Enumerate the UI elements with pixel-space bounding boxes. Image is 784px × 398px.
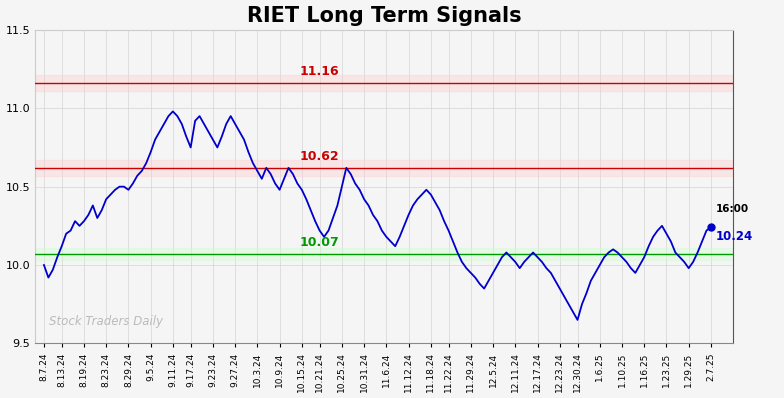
Text: 10.07: 10.07 xyxy=(299,236,339,249)
Bar xyxy=(35,75,733,91)
Text: 10.24: 10.24 xyxy=(715,230,753,243)
Text: 16:00: 16:00 xyxy=(715,204,749,214)
Text: Stock Traders Daily: Stock Traders Daily xyxy=(49,314,163,328)
Text: 10.62: 10.62 xyxy=(299,150,339,163)
Bar xyxy=(35,160,733,176)
Bar xyxy=(35,248,733,260)
Text: 11.16: 11.16 xyxy=(299,65,339,78)
Title: RIET Long Term Signals: RIET Long Term Signals xyxy=(247,6,521,25)
